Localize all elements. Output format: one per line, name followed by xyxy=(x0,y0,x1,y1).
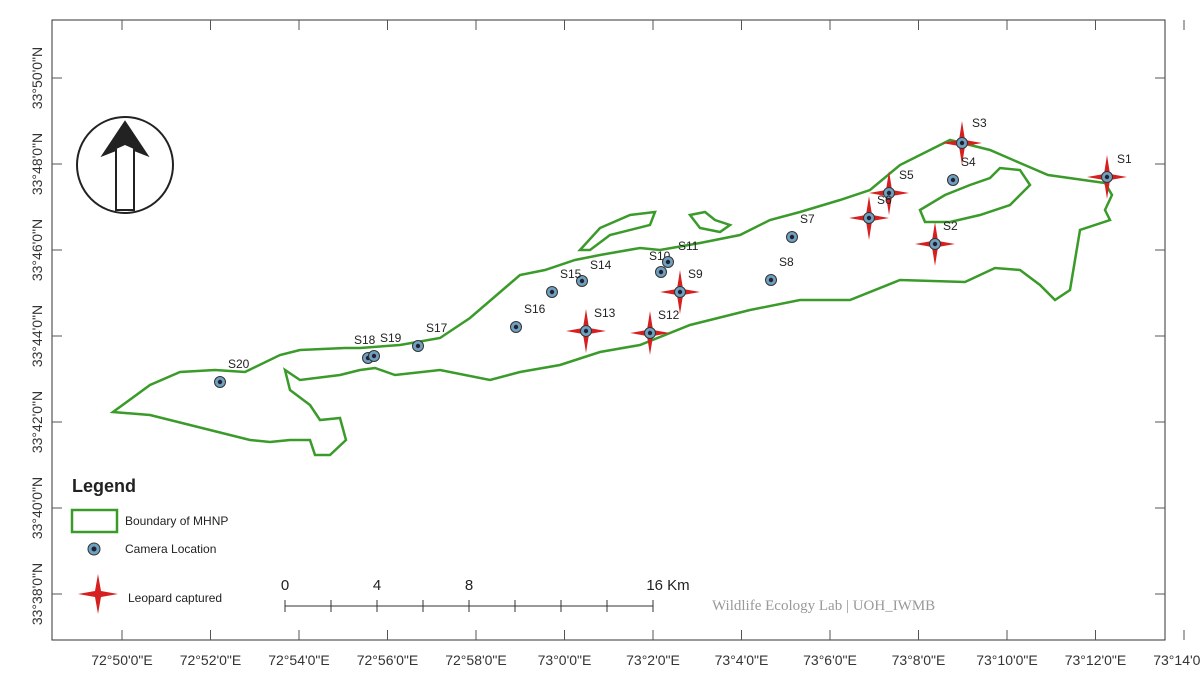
camera-lens xyxy=(959,140,965,146)
camera-lens xyxy=(658,269,664,275)
station: S10 xyxy=(649,249,671,278)
station-label: S14 xyxy=(590,258,612,272)
station: S3 xyxy=(942,116,987,165)
station: S13 xyxy=(566,306,616,353)
camera-lens xyxy=(217,379,223,385)
map-frame xyxy=(51,19,1166,641)
camera-lens xyxy=(932,241,938,247)
camera-lens xyxy=(549,289,555,295)
lat-label: 33°48'0"N xyxy=(29,133,45,195)
camera-lens xyxy=(677,289,683,295)
lon-label: 72°50'0"E xyxy=(91,652,153,668)
station-label: S20 xyxy=(228,357,250,371)
lon-label: 73°0'0"E xyxy=(538,652,592,668)
station-label: S4 xyxy=(961,155,976,169)
camera-lens xyxy=(866,215,872,221)
camera-lens xyxy=(768,277,774,283)
station: S11 xyxy=(662,239,699,268)
north-arrow xyxy=(76,116,174,214)
station: S4 xyxy=(947,155,976,186)
lon-label: 72°56'0"E xyxy=(357,652,419,668)
scale-label: 0 xyxy=(281,577,289,594)
camera-lens xyxy=(579,278,585,284)
legend-leopard: Leopard captured xyxy=(128,591,222,605)
lat-label: 33°38'0"N xyxy=(29,563,45,625)
station-label: S3 xyxy=(972,116,987,130)
lon-label: 73°14'0"E xyxy=(1153,652,1200,668)
station-label: S13 xyxy=(594,306,616,320)
lon-label: 73°10'0"E xyxy=(976,652,1038,668)
legend: Legend Boundary of MHNP Camera Location … xyxy=(70,476,228,614)
station: S20 xyxy=(214,357,250,388)
station-label: S6 xyxy=(877,193,892,207)
lon-label: 72°58'0"E xyxy=(445,652,507,668)
station: S9 xyxy=(660,267,703,314)
station-label: S18 xyxy=(354,333,376,347)
lon-label: 73°4'0"E xyxy=(715,652,769,668)
lon-label: 73°2'0"E xyxy=(626,652,680,668)
camera-lens xyxy=(1104,174,1110,180)
station: S7 xyxy=(786,212,815,243)
camera-lens xyxy=(665,259,671,265)
legend-camera-icon xyxy=(87,542,101,556)
station: S5 xyxy=(869,168,914,215)
camera-lens xyxy=(950,177,956,183)
legend-leopard-icon xyxy=(78,574,118,614)
lon-label: 72°54'0"E xyxy=(268,652,330,668)
station-label: S19 xyxy=(380,331,402,345)
park-boundary xyxy=(109,138,1114,457)
station: S17 xyxy=(412,321,448,352)
lon-label: 72°52'0"E xyxy=(180,652,242,668)
station: S2 xyxy=(915,219,958,266)
station-label: S2 xyxy=(943,219,958,233)
camera-lens xyxy=(371,353,377,359)
legend-title: Legend xyxy=(72,476,136,496)
lon-label: 73°6'0"E xyxy=(803,652,857,668)
station: S12 xyxy=(630,308,680,355)
station-label: S7 xyxy=(800,212,815,226)
camera-lens xyxy=(789,234,795,240)
station-label: S9 xyxy=(688,267,703,281)
stations: S1 S2 S3 S4 S5 S6 S7 S8 S9 S10 S11 S12 S13 S14 S15 S16 S… xyxy=(214,116,1132,388)
station: S14 xyxy=(576,258,612,287)
station-label: S15 xyxy=(560,267,582,281)
camera-lens xyxy=(583,328,589,334)
longitude-labels: 72°50'0"E 72°52'0"E 72°54'0"E 72°56'0"E 72°5… xyxy=(91,20,1200,668)
camera-lens xyxy=(647,330,653,336)
scale-label: 16 Km xyxy=(646,577,689,594)
lat-label: 33°44'0"N xyxy=(29,305,45,367)
lat-label: 33°42'0"N xyxy=(29,391,45,453)
station-label: S1 xyxy=(1117,152,1132,166)
station-label: S11 xyxy=(678,239,699,253)
legend-camera: Camera Location xyxy=(125,542,216,556)
station-label: S12 xyxy=(658,308,680,322)
station: S6 xyxy=(849,193,892,240)
lat-label: 33°46'0"N xyxy=(29,219,45,281)
lon-label: 73°12'0"E xyxy=(1065,652,1127,668)
station: S1 xyxy=(1087,152,1132,199)
station-label: S8 xyxy=(779,255,794,269)
camera-lens xyxy=(415,343,421,349)
legend-boundary: Boundary of MHNP xyxy=(125,514,228,528)
latitude-labels: 33°50'0"N 33°48'0"N 33°46'0"N 33°44'0"N 33°4… xyxy=(29,47,1165,625)
camera-lens xyxy=(886,190,892,196)
station-label: S5 xyxy=(899,168,914,182)
station: S15 xyxy=(546,267,582,298)
scale-label: 4 xyxy=(373,577,381,594)
station: S16 xyxy=(510,302,546,333)
station: S19 xyxy=(368,331,402,362)
legend-boundary-swatch xyxy=(70,508,119,534)
camera-lens xyxy=(513,324,519,330)
scale-label: 8 xyxy=(465,577,473,594)
station: S8 xyxy=(765,255,794,286)
credit: Wildlife Ecology Lab | UOH_IWMB xyxy=(712,598,935,614)
lon-label: 73°8'0"E xyxy=(892,652,946,668)
station-label: S16 xyxy=(524,302,546,316)
lat-label: 33°40'0"N xyxy=(29,477,45,539)
lat-label: 33°50'0"N xyxy=(29,47,45,109)
scale-bar: 0 4 8 16 Km xyxy=(281,577,690,612)
station-label: S17 xyxy=(426,321,448,335)
